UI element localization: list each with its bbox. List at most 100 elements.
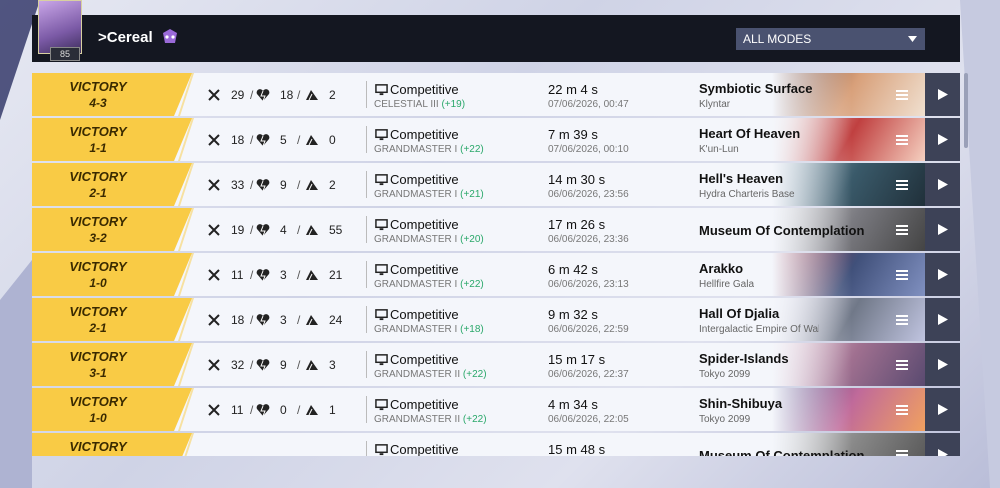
deaths: 9 (280, 178, 287, 192)
match-row[interactable]: VICTORY 3-1 32 / 9 / 3 Competitive GRANDMASTER I… (32, 343, 960, 386)
mode-icon-glyph (375, 174, 388, 186)
details-menu[interactable] (896, 268, 908, 286)
result: VICTORY (69, 124, 127, 139)
score: 1-1 (89, 141, 107, 155)
assists-icon-glyph (306, 270, 318, 281)
replay-button[interactable] (925, 208, 960, 251)
rank: GRANDMASTER I (374, 279, 458, 290)
kills-icon (207, 268, 221, 287)
date: 06/06/2026, 23:36 (548, 234, 629, 245)
rank: CELESTIAL III (374, 99, 439, 110)
deaths-icon-glyph (256, 359, 270, 372)
separator: / (250, 313, 254, 327)
separator: / (250, 133, 254, 147)
match-row[interactable]: VICTORY 1-0 11 / 0 / 1 Competitive GRANDMASTER I… (32, 388, 960, 431)
kills: 19 (231, 223, 245, 237)
score: 1-0 (89, 411, 107, 425)
deaths-icon-glyph (256, 314, 270, 327)
assists-icon (305, 268, 319, 287)
map-image-fade (772, 118, 852, 161)
kills-icon-glyph (208, 224, 220, 236)
play-glyph (938, 224, 948, 235)
details-menu[interactable] (896, 223, 908, 241)
map-name: Museum Of Contemplation (699, 448, 865, 456)
result: VICTORY (69, 169, 127, 184)
map-name: Symbiotic Surface (699, 81, 813, 96)
match-list: VICTORY 4-3 29/18/2 Competitive CELESTIAL II… (32, 73, 960, 456)
assists-icon (305, 88, 319, 107)
replay-button[interactable] (925, 343, 960, 386)
map-region: Hellfire Gala (699, 279, 755, 290)
kills: 33 (231, 178, 245, 192)
divider (366, 81, 367, 108)
mode: Competitive (390, 127, 459, 142)
details-menu[interactable] (896, 133, 908, 151)
assists: 24 (329, 313, 343, 327)
assists-icon-glyph (306, 90, 318, 101)
map-image-fade (772, 253, 852, 296)
duration: 22 m 4 s (548, 82, 598, 97)
match-row[interactable]: VICTORY 4-3 29/18/2 Competitive CELESTIAL II… (32, 73, 960, 116)
mode-dropdown[interactable]: ALL MODES (736, 28, 925, 50)
rank: GRANDMASTER I (374, 324, 458, 335)
deaths-icon (256, 223, 270, 242)
emblem (163, 29, 177, 43)
duration: 6 m 42 s (548, 262, 598, 277)
match-row[interactable]: VICTORY 3-2 19 / 4 / 55 Competitive GRANDMASTER … (32, 208, 960, 251)
score: 2-1 (89, 186, 107, 200)
map-region: K'un-Lun (699, 144, 739, 155)
result-badge (32, 118, 192, 161)
map-name: Arakko (699, 261, 744, 276)
mode-icon (375, 443, 388, 456)
play-glyph (938, 89, 948, 100)
assists-icon (305, 358, 319, 377)
assists-icon (305, 133, 319, 152)
details-menu[interactable] (896, 313, 908, 331)
date: 07/06/2026, 00:10 (548, 144, 629, 155)
replay-button[interactable] (925, 163, 960, 206)
rank-change: (+21) (460, 189, 484, 200)
match-row[interactable]: VICTORY 2-1 33 / 9 / 2 Competitive GRANDMASTER I… (32, 163, 960, 206)
deaths-icon-glyph (256, 89, 270, 102)
match-row[interactable]: VICTORY Competitive 15 m 48 s Museum Of Con… (32, 433, 960, 456)
menu-glyph (896, 360, 908, 370)
mode: Competitive (390, 172, 459, 187)
mode: Competitive (390, 262, 459, 277)
deaths-icon (256, 88, 270, 107)
scrollbar[interactable] (964, 73, 968, 148)
assists-icon (305, 223, 319, 242)
replay-button[interactable] (925, 73, 960, 116)
match-row[interactable]: VICTORY 2-1 18 / 3 / 24 Competitive GRANDMASTER … (32, 298, 960, 341)
duration: 17 m 26 s (548, 217, 606, 232)
assists-icon-glyph (306, 315, 318, 326)
kills-icon-glyph (208, 89, 220, 101)
kills: 18 (231, 313, 245, 327)
replay-button[interactable] (925, 388, 960, 431)
menu-glyph (896, 90, 908, 100)
replay-button[interactable] (925, 253, 960, 296)
replay-button[interactable] (925, 118, 960, 161)
kills: 11 (231, 268, 244, 282)
match-row[interactable]: VICTORY 1-0 11 / 3 / 21 Competitive GRANDMASTER … (32, 253, 960, 296)
map-image-fade (772, 298, 852, 341)
score: 3-2 (89, 231, 107, 245)
result-badge (32, 343, 192, 386)
separator: / (297, 358, 301, 372)
match-row[interactable]: VICTORY 1-1 18 / 5 / 0 Competitive GRANDMASTER I… (32, 118, 960, 161)
replay-button[interactable] (925, 433, 960, 456)
details-menu[interactable] (896, 403, 908, 421)
assists-icon-glyph (306, 360, 318, 371)
replay-button[interactable] (925, 298, 960, 341)
duration: 4 m 34 s (548, 397, 598, 412)
play-glyph (938, 314, 948, 325)
mode-icon (375, 263, 388, 281)
details-menu[interactable] (896, 448, 908, 456)
menu-glyph (896, 315, 908, 325)
details-menu[interactable] (896, 178, 908, 196)
details-menu[interactable] (896, 88, 908, 106)
details-menu[interactable] (896, 358, 908, 376)
separator: / (297, 133, 301, 147)
player-name: >Cereal (98, 29, 153, 46)
separator: / (250, 268, 254, 282)
